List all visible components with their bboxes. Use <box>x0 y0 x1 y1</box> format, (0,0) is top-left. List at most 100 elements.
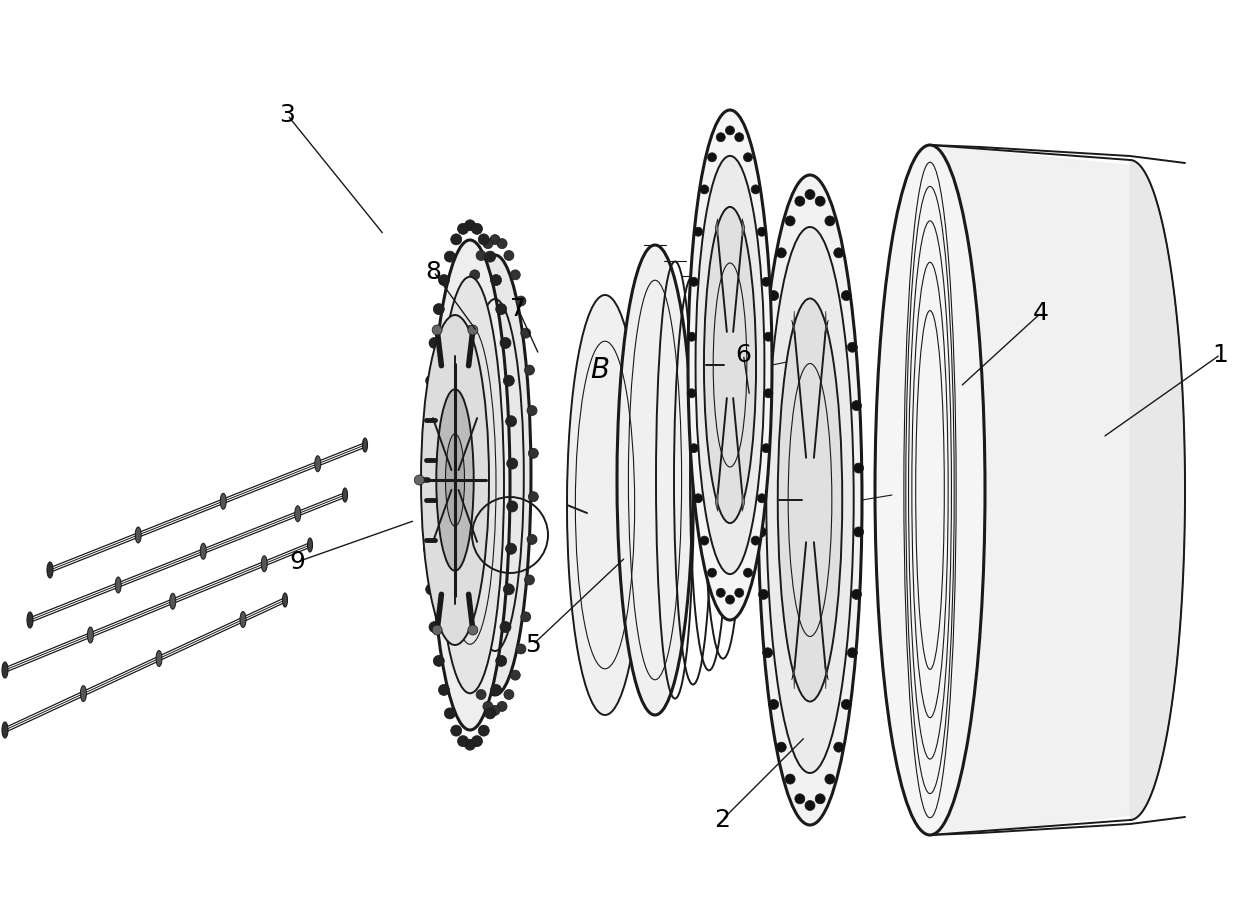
Circle shape <box>432 625 442 635</box>
Circle shape <box>472 736 482 747</box>
Ellipse shape <box>430 240 510 730</box>
Circle shape <box>507 501 518 512</box>
Circle shape <box>528 492 539 502</box>
Polygon shape <box>825 311 828 337</box>
Circle shape <box>424 415 435 426</box>
Circle shape <box>478 234 489 245</box>
Circle shape <box>468 625 478 635</box>
Ellipse shape <box>567 295 643 715</box>
Ellipse shape <box>758 175 862 825</box>
Circle shape <box>735 589 743 598</box>
Circle shape <box>501 622 510 633</box>
Polygon shape <box>742 218 745 241</box>
Circle shape <box>439 684 450 695</box>
Circle shape <box>510 270 520 280</box>
Circle shape <box>694 494 703 503</box>
Ellipse shape <box>875 145 985 835</box>
Circle shape <box>751 536 760 545</box>
Circle shape <box>795 196 805 206</box>
Circle shape <box>847 343 857 352</box>
Circle shape <box>497 239 507 249</box>
Circle shape <box>795 794 805 804</box>
Ellipse shape <box>436 390 473 571</box>
Ellipse shape <box>47 562 53 578</box>
Ellipse shape <box>81 685 87 702</box>
Circle shape <box>768 699 778 709</box>
Circle shape <box>777 248 787 258</box>
Circle shape <box>465 644 475 654</box>
Circle shape <box>445 708 455 719</box>
Circle shape <box>491 684 502 695</box>
Text: 5: 5 <box>525 633 540 657</box>
Ellipse shape <box>135 527 141 543</box>
Circle shape <box>786 774 795 784</box>
Polygon shape <box>715 218 719 241</box>
Text: 9: 9 <box>290 550 305 574</box>
Polygon shape <box>742 489 745 511</box>
Circle shape <box>700 185 709 194</box>
Circle shape <box>834 248 844 258</box>
Circle shape <box>805 800 815 810</box>
Circle shape <box>688 332 696 341</box>
Ellipse shape <box>363 438 368 452</box>
Ellipse shape <box>2 722 7 738</box>
Circle shape <box>764 389 773 398</box>
Circle shape <box>483 239 493 249</box>
Circle shape <box>432 325 442 335</box>
Circle shape <box>757 227 766 236</box>
Circle shape <box>520 612 530 622</box>
Circle shape <box>457 223 468 234</box>
Circle shape <box>735 133 743 142</box>
Ellipse shape <box>307 538 312 552</box>
Circle shape <box>841 699 851 709</box>
Circle shape <box>453 405 463 415</box>
Circle shape <box>478 725 489 736</box>
Circle shape <box>497 702 507 711</box>
Circle shape <box>503 584 514 595</box>
Circle shape <box>483 702 493 711</box>
Circle shape <box>501 337 510 348</box>
Circle shape <box>452 492 462 502</box>
Circle shape <box>743 153 752 162</box>
Circle shape <box>465 740 476 751</box>
Text: 4: 4 <box>1033 301 1048 325</box>
Polygon shape <box>825 663 828 689</box>
Circle shape <box>465 220 476 231</box>
Circle shape <box>841 291 851 300</box>
Circle shape <box>847 647 857 658</box>
Circle shape <box>689 444 699 453</box>
Circle shape <box>757 494 766 503</box>
Ellipse shape <box>201 543 206 559</box>
Circle shape <box>504 690 514 700</box>
Circle shape <box>758 589 768 600</box>
Circle shape <box>768 291 778 300</box>
Ellipse shape <box>27 612 33 628</box>
Ellipse shape <box>88 627 93 643</box>
Circle shape <box>716 589 725 598</box>
Circle shape <box>726 595 735 604</box>
Ellipse shape <box>766 227 854 773</box>
Ellipse shape <box>221 494 227 509</box>
Circle shape <box>527 405 536 415</box>
Circle shape <box>426 375 436 386</box>
Text: 2: 2 <box>715 808 730 832</box>
Circle shape <box>763 343 773 352</box>
Circle shape <box>763 647 773 658</box>
Ellipse shape <box>115 577 121 593</box>
Circle shape <box>434 304 445 315</box>
Circle shape <box>786 216 795 226</box>
Circle shape <box>762 277 771 286</box>
Circle shape <box>700 536 709 545</box>
Circle shape <box>854 527 864 537</box>
Circle shape <box>528 449 539 459</box>
Polygon shape <box>792 663 795 689</box>
Polygon shape <box>792 311 795 337</box>
Circle shape <box>476 690 486 700</box>
Ellipse shape <box>315 456 321 472</box>
Circle shape <box>854 463 864 473</box>
Circle shape <box>426 584 436 595</box>
Circle shape <box>489 235 501 245</box>
Circle shape <box>851 401 861 411</box>
Circle shape <box>689 277 699 286</box>
Ellipse shape <box>458 255 532 695</box>
